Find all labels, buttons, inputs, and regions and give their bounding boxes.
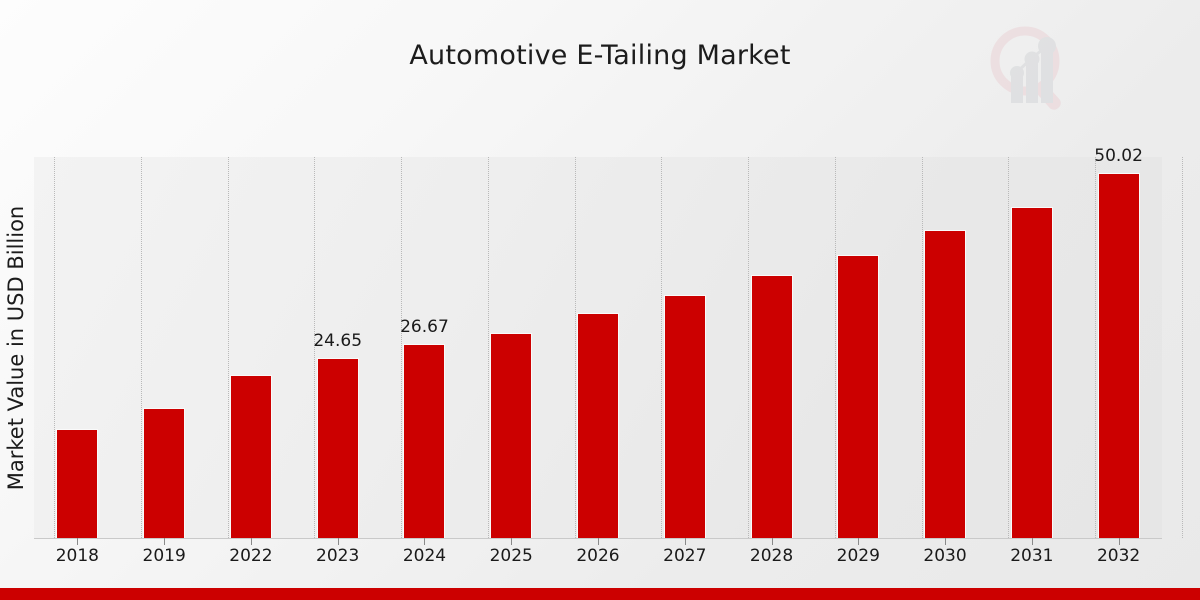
y-axis-title-text: Market Value in USD Billion: [4, 205, 29, 490]
gridline: [1008, 157, 1010, 538]
gridline: [401, 157, 403, 538]
footer-accent-bar: [0, 588, 1200, 600]
y-axis-title: Market Value in USD Billion: [0, 157, 32, 538]
x-axis-label-2026: 2026: [576, 546, 620, 566]
bar-2032: [1097, 172, 1140, 539]
bar-2027: [663, 295, 706, 539]
bar-value-label-2032: 50.02: [1094, 145, 1143, 166]
bar-2023: [316, 358, 359, 539]
x-tick-2025: [511, 538, 513, 545]
gridline: [1095, 157, 1097, 538]
x-axis-label-2023: 2023: [316, 546, 360, 566]
bar-value-label-2024: 26.67: [400, 316, 449, 337]
bar-value-label-2023: 24.65: [313, 331, 363, 352]
gridline: [487, 157, 489, 538]
x-tick-2030: [945, 538, 947, 545]
x-axis-label-2029: 2029: [836, 546, 880, 566]
gridline: [921, 157, 923, 538]
gridline: [140, 157, 142, 538]
gridline: [314, 157, 316, 538]
gridline: [661, 157, 663, 538]
x-axis-label-2028: 2028: [749, 546, 794, 566]
bar-2018: [56, 429, 99, 539]
plot-area: [34, 157, 1183, 539]
x-tick-2031: [1031, 538, 1033, 545]
gridline: [54, 157, 55, 538]
bar-2019: [143, 407, 186, 539]
x-axis-label-2025: 2025: [489, 546, 533, 566]
x-tick-2024: [424, 538, 426, 545]
bar-2030: [924, 229, 967, 539]
gridline: [1182, 157, 1183, 538]
bar-2029: [837, 254, 880, 539]
gridline: [574, 157, 576, 538]
x-tick-2022: [250, 538, 252, 545]
x-tick-2027: [684, 538, 686, 545]
magnifier-bar-chart-icon: [990, 26, 1061, 110]
x-tick-2029: [858, 538, 860, 545]
bar-2028: [750, 275, 793, 539]
bar-2026: [577, 313, 619, 539]
x-tick-2032: [1118, 538, 1120, 545]
x-axis-label-2018: 2018: [55, 546, 99, 566]
x-axis-label-2032: 2032: [1096, 546, 1141, 566]
x-tick-2019: [164, 538, 166, 545]
bar-2025: [490, 333, 533, 539]
page-title: Automotive E-Tailing Market: [409, 40, 791, 71]
bar-2031: [1010, 207, 1053, 539]
gridline: [748, 157, 750, 538]
x-tick-2018: [77, 538, 79, 545]
gridline: [834, 157, 836, 538]
x-tick-2026: [598, 538, 599, 545]
x-tick-2023: [337, 538, 339, 545]
x-axis-label-2019: 2019: [142, 546, 186, 566]
watermark-logo: [978, 17, 1082, 121]
x-axis-label-2027: 2027: [663, 546, 707, 566]
bar-2022: [229, 374, 272, 539]
bar-2024: [403, 343, 446, 539]
x-axis-label-2030: 2030: [923, 546, 967, 566]
x-axis-label-2031: 2031: [1010, 546, 1054, 566]
x-tick-2028: [771, 538, 773, 545]
x-axis-label-2022: 2022: [229, 546, 273, 566]
x-axis-label-2024: 2024: [402, 546, 447, 566]
gridline: [227, 157, 229, 538]
